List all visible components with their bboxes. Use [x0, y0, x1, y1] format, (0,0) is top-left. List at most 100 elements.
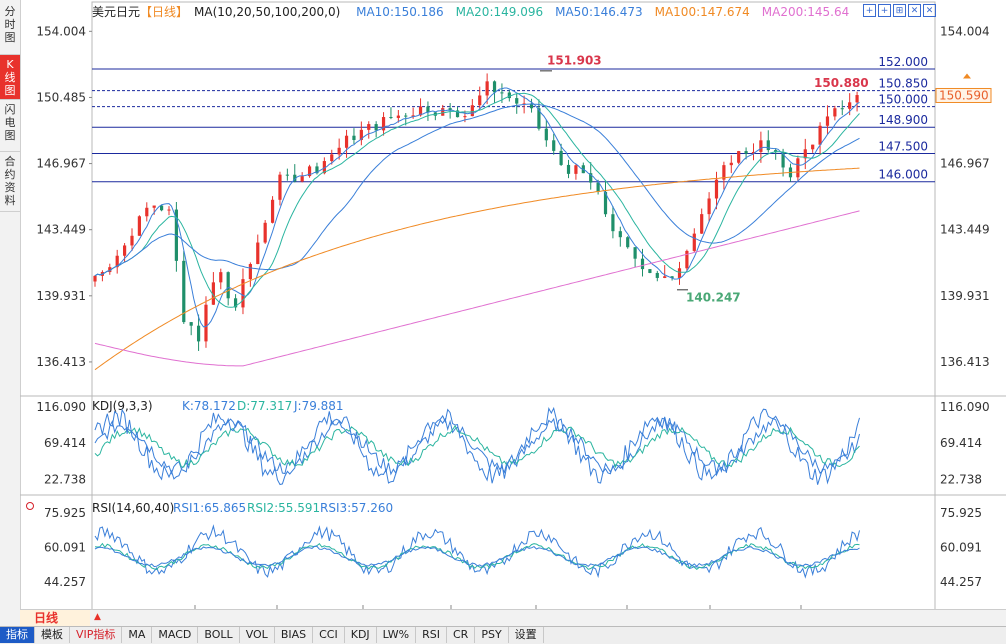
- candle-body-34: [344, 135, 349, 148]
- candle-body-58: [522, 103, 526, 105]
- toolbar-item-6[interactable]: VOL: [240, 627, 275, 643]
- candle-body-32: [330, 154, 334, 162]
- current-price-arrow-icon: [963, 73, 971, 79]
- candle-body-28: [300, 176, 304, 182]
- ma-value-4: MA200:145.64: [761, 5, 850, 19]
- candle-body-15: [204, 304, 208, 342]
- toolbar-item-9[interactable]: KDJ: [345, 627, 377, 643]
- candle-body-47: [441, 108, 445, 116]
- candle-body-43: [411, 115, 415, 117]
- candle-body-85: [722, 165, 726, 180]
- toolbar-item-3[interactable]: MA: [122, 627, 153, 643]
- candle-body-24: [270, 199, 275, 223]
- candle-body-19: [233, 298, 238, 308]
- candle-body-18: [226, 272, 230, 299]
- ma-params-label: MA(10,20,50,100,200,0): [194, 5, 341, 19]
- candle-body-48: [448, 108, 452, 111]
- candle-body-80: [685, 250, 689, 269]
- candle-body-10: [167, 209, 171, 211]
- candle-body-8: [152, 205, 156, 208]
- candle-body-99: [825, 116, 830, 126]
- candle-body-76: [655, 272, 659, 278]
- tool-button-3[interactable]: ✕: [908, 4, 921, 17]
- rsi-label-3: RSI3:57.260: [320, 501, 393, 515]
- candle-body-92: [774, 150, 778, 153]
- candle-body-35: [352, 135, 356, 141]
- candle-body-86: [729, 162, 733, 166]
- price-tick-left-4: 139.931: [36, 289, 86, 303]
- period-selector[interactable]: 日线: [20, 610, 90, 627]
- tool-button-2[interactable]: ⊞: [893, 4, 906, 17]
- toolbar-item-4[interactable]: MACD: [152, 627, 199, 643]
- candle-body-78: [670, 276, 674, 278]
- indicator-toolbar: 指标 模板 VIP指标 MA MACD BOLL VOL BIAS CCI KDJ LW% RSI CR…: [0, 626, 1006, 644]
- candle-body-90: [759, 140, 763, 152]
- candle-body-100: [833, 108, 837, 117]
- candle-body-60: [537, 108, 541, 129]
- candle-body-59: [529, 103, 534, 109]
- rsi-label-0: RSI(14,60,40): [92, 501, 174, 515]
- candle-body-31: [322, 161, 326, 174]
- price-tick-left-1: 150.485: [36, 90, 86, 104]
- rsi-tick-left-2: 44.257: [44, 575, 86, 589]
- sidebar-tab-0[interactable]: 分时图: [0, 2, 20, 55]
- candle-body-44: [418, 106, 423, 116]
- kdj-tick-right-0: 116.090: [940, 400, 990, 414]
- level-label-3: 148.900: [878, 113, 928, 127]
- toolbar-item-10[interactable]: LW%: [377, 627, 417, 643]
- kdj-tick-left-1: 69.414: [44, 436, 86, 450]
- price-panel-frame: [91, 1, 936, 397]
- toolbar-item-8[interactable]: CCI: [313, 627, 345, 643]
- candle-body-75: [648, 269, 652, 273]
- candle-body-101: [840, 108, 844, 110]
- candle-body-40: [389, 117, 393, 119]
- price-tick-left-5: 136.413: [36, 355, 86, 369]
- toolbar-item-13[interactable]: PSY: [475, 627, 509, 643]
- candle-body-82: [700, 214, 704, 234]
- rsi-label-2: RSI2:55.591: [247, 501, 320, 515]
- candle-body-2: [108, 267, 112, 273]
- price-tick-right-0: 154.004: [940, 24, 990, 38]
- toolbar-item-7[interactable]: BIAS: [275, 627, 314, 643]
- candle-body-103: [855, 95, 859, 103]
- rsi3-line: [94, 545, 860, 568]
- kdj-label-3: J:79.881: [293, 399, 344, 413]
- candle-body-88: [744, 151, 748, 154]
- kdj-tick-right-1: 69.414: [940, 436, 982, 450]
- period-bar: 日线 ▲: [20, 609, 1006, 627]
- candle-body-21: [248, 264, 252, 280]
- price-tick-right-4: 139.931: [940, 289, 990, 303]
- candle-body-39: [381, 117, 386, 131]
- candle-body-17: [219, 272, 223, 283]
- price-chart[interactable]: 154.004154.004150.485150.485146.967146.9…: [20, 0, 1006, 609]
- current-price-label: 150.590: [939, 88, 989, 102]
- rsi-tick-right-0: 75.925: [940, 506, 982, 520]
- recent-high-label: 150.880: [814, 76, 869, 90]
- period-arrow-icon[interactable]: ▲: [94, 612, 101, 622]
- candle-body-13: [189, 322, 193, 326]
- toolbar-item-0[interactable]: 指标: [0, 627, 35, 643]
- sidebar-tab-3[interactable]: 合约资料: [0, 152, 20, 212]
- tool-button-4[interactable]: ✕: [923, 4, 936, 17]
- candle-body-67: [589, 173, 593, 183]
- toolbar-item-1[interactable]: 模板: [35, 627, 70, 643]
- candle-body-81: [692, 233, 696, 251]
- candle-body-91: [766, 140, 770, 151]
- toolbar-item-5[interactable]: BOLL: [198, 627, 240, 643]
- level-label-4: 147.500: [878, 140, 928, 154]
- toolbar-item-12[interactable]: CR: [447, 627, 476, 643]
- price-tick-left-3: 143.449: [36, 223, 86, 237]
- candle-body-97: [811, 144, 815, 150]
- candle-body-93: [781, 152, 785, 168]
- toolbar-item-2[interactable]: VIP指标: [70, 627, 123, 643]
- toolbar-item-11[interactable]: RSI: [416, 627, 447, 643]
- candle-body-65: [574, 165, 578, 174]
- tool-button-1[interactable]: +: [878, 4, 891, 17]
- tool-button-0[interactable]: +: [863, 4, 876, 17]
- candle-body-4: [122, 245, 127, 256]
- kdj-d-line: [94, 424, 860, 469]
- toolbar-item-14[interactable]: 设置: [509, 627, 544, 643]
- rsi-tick-left-0: 75.925: [44, 506, 86, 520]
- sidebar-tab-2[interactable]: 闪电图: [0, 100, 20, 152]
